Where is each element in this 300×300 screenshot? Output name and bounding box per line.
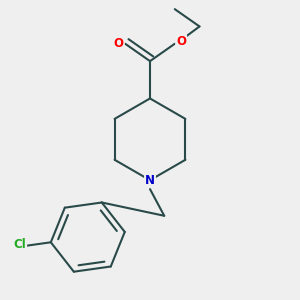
Text: N: N: [145, 174, 155, 187]
Text: Cl: Cl: [14, 238, 26, 251]
Text: O: O: [114, 37, 124, 50]
Text: O: O: [176, 35, 186, 48]
